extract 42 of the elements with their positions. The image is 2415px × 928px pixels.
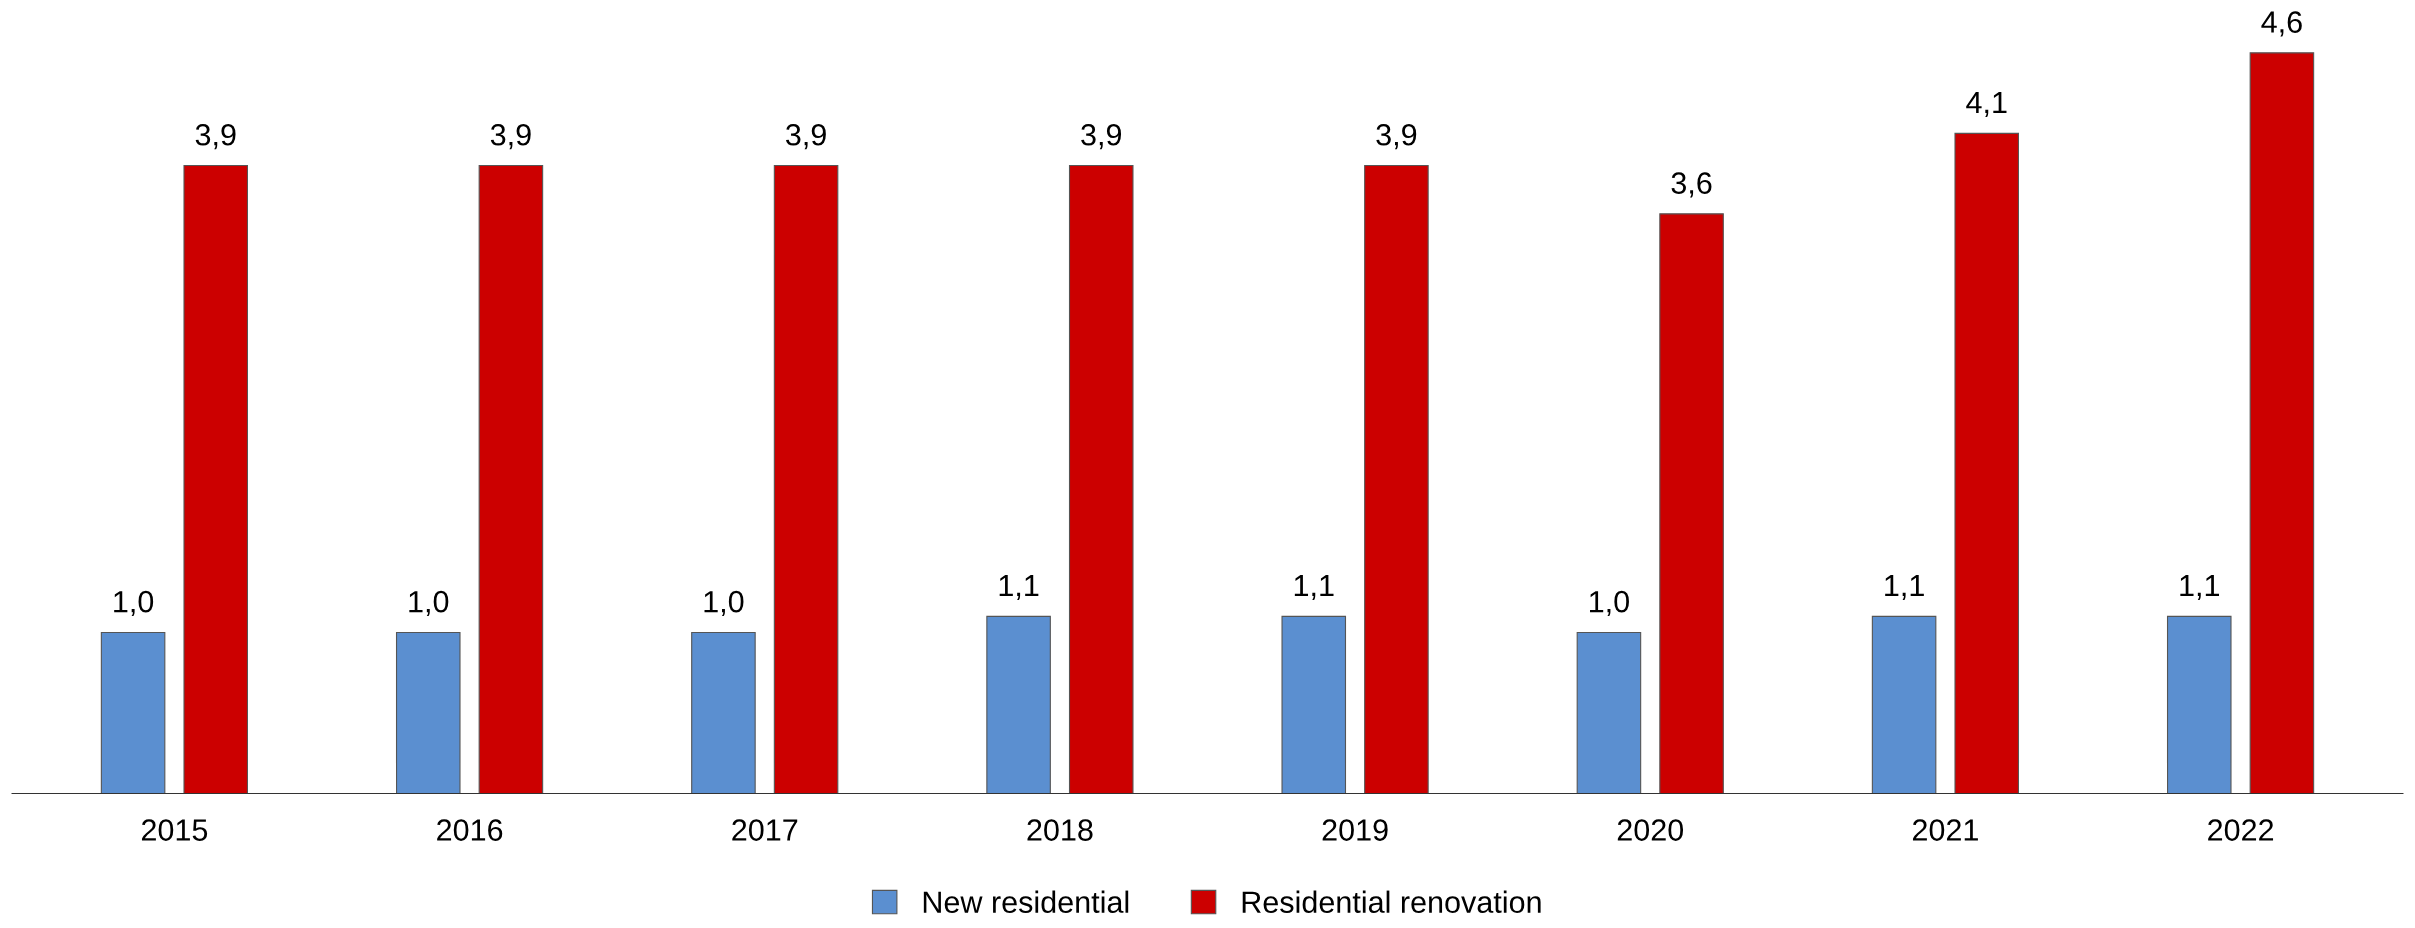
data-label: 1,0	[1590, 590, 1629, 617]
bar	[986, 615, 1051, 794]
bar	[478, 164, 544, 794]
data-label: 3,9	[490, 123, 531, 150]
x-tick-label: 2021	[1912, 819, 1978, 841]
x-tick-label: 2022	[2208, 819, 2274, 841]
data-label: 3,9	[195, 123, 236, 150]
bar	[1281, 615, 1347, 794]
x-tick-label: 2017	[732, 819, 798, 841]
data-label: 3,9	[1376, 123, 1417, 150]
data-label: 1,1	[1885, 575, 1924, 601]
bar	[1659, 213, 1724, 794]
bar	[691, 631, 756, 794]
data-label: 3,9	[786, 123, 826, 150]
data-label: 3,6	[1671, 172, 1712, 198]
legend-label: Residential renovation	[1242, 890, 1541, 914]
data-label: 4,1	[1966, 92, 2007, 118]
data-label: 3,9	[1081, 123, 1122, 150]
data-label: 1,0	[409, 590, 449, 617]
x-tick-label: 2020	[1617, 819, 1684, 841]
legend-label: New residential	[923, 890, 1129, 914]
bar	[773, 164, 839, 794]
bar	[1871, 615, 1937, 794]
bar	[2166, 615, 2232, 794]
data-label: 4,6	[2261, 11, 2302, 37]
bar	[395, 631, 461, 794]
bar	[2249, 52, 2315, 794]
bar	[1954, 132, 2020, 794]
x-tick-label: 2018	[1027, 819, 1093, 841]
bar	[183, 164, 249, 794]
x-tick-label: 2019	[1322, 819, 1388, 841]
bar	[100, 631, 166, 794]
data-label: 1,0	[704, 590, 744, 617]
bar	[1068, 164, 1134, 794]
data-label: 1,0	[114, 590, 154, 617]
data-label: 1,1	[999, 575, 1039, 601]
bar	[1364, 164, 1429, 794]
bar	[1576, 631, 1642, 794]
data-label: 1,1	[1294, 575, 1334, 601]
data-label: 1,1	[2180, 575, 2220, 601]
x-tick-label: 2015	[141, 819, 208, 841]
x-tick-label: 2016	[437, 819, 503, 841]
